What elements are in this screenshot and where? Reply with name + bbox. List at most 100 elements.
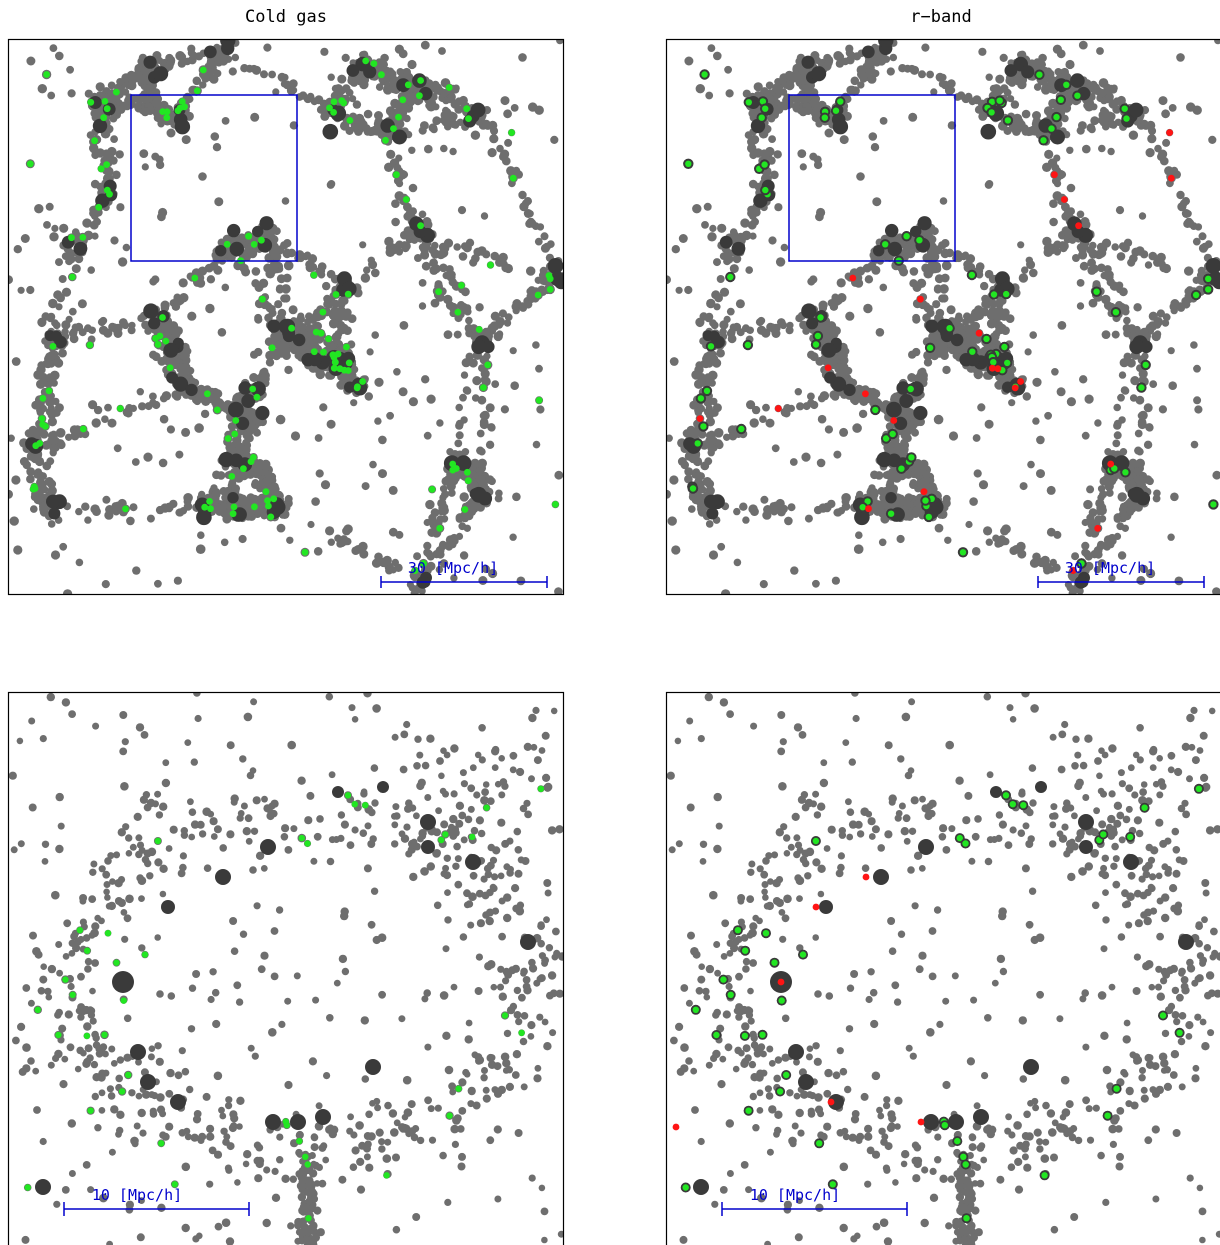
galaxy-point [204,263,214,273]
galaxy-point [1099,89,1107,97]
galaxy-point [438,542,447,551]
galaxy-point [995,74,1005,84]
green-point [353,384,361,392]
galaxy-point [251,65,262,75]
bright-galaxy-point [229,241,244,257]
galaxy-point [206,275,216,284]
galaxy-point [241,268,249,276]
galaxy-point [254,315,263,324]
galaxy-point [481,564,490,574]
galaxy-point [33,370,43,380]
galaxy-point [329,342,337,350]
galaxy-point [210,484,218,492]
galaxy-point [55,51,64,61]
galaxy-point [375,83,384,91]
galaxy-point [556,39,564,45]
galaxy-point [1036,557,1047,568]
galaxy-point [17,286,25,294]
green-point [265,502,272,510]
galaxy-point [270,482,279,491]
galaxy-point [726,329,736,338]
galaxy-point [314,434,323,442]
galaxy-point [207,56,215,64]
galaxy-point [149,392,157,401]
galaxy-point [277,72,287,82]
galaxy-point [866,393,876,404]
galaxy-point [42,461,52,471]
galaxy-point [288,305,298,315]
galaxy-point [359,79,369,90]
galaxy-point [477,246,487,256]
galaxy-point [540,232,549,241]
galaxy-point [286,536,294,544]
galaxy-point [493,331,503,342]
galaxy-point [483,121,493,130]
galaxy-point [532,440,541,449]
green-point [26,160,34,168]
galaxy-point [835,59,844,68]
galaxy-point [421,242,431,252]
galaxy-point [133,102,142,111]
bright-galaxy-point [215,245,227,257]
galaxy-point [436,419,444,427]
galaxy-point [366,348,374,356]
galaxy-point [488,477,496,486]
bright-galaxy-point [267,319,281,333]
galaxy-point [352,100,362,109]
galaxy-point [779,321,788,330]
green-point [463,105,471,113]
galaxy-point [534,237,543,246]
galaxy-point [209,74,219,84]
galaxy-point [81,502,90,511]
galaxy-point [315,469,324,478]
galaxy-point [371,268,380,278]
galaxy-point [136,388,144,396]
galaxy-point [394,191,405,201]
green-point [288,324,295,332]
galaxy-point [746,326,754,334]
galaxy-point [439,263,448,273]
galaxy-point [526,210,534,218]
green-point [224,435,232,442]
galaxy-point [398,387,408,397]
galaxy-point [260,70,268,79]
green-point [326,104,333,112]
green-point [411,567,419,574]
galaxy-point [359,241,367,249]
galaxy-point [478,364,486,372]
galaxy-point [408,183,418,193]
galaxy-point [711,290,721,300]
galaxy-point [47,91,56,100]
galaxy-point [284,365,293,375]
galaxy-point [1002,537,1010,546]
zoom-region-box [130,94,298,262]
galaxy-point [55,303,63,311]
galaxy-point [138,402,147,411]
galaxy-point [313,547,323,556]
green-point [312,328,320,336]
green-point [204,390,211,398]
galaxy-point [245,245,253,253]
galaxy-point [1061,202,1070,212]
galaxy-point [542,242,551,251]
green-point [250,241,258,248]
galaxy-point [102,495,111,504]
green-point [86,341,94,349]
green-point [331,358,339,366]
galaxy-point [989,299,998,308]
galaxy-point [347,314,357,323]
galaxy-point [1015,122,1023,130]
galaxy-point [280,294,288,303]
galaxy-point [391,217,400,227]
green-point [320,348,327,356]
galaxy-point [319,403,328,412]
galaxy-point [1117,393,1125,402]
galaxy-point [536,405,545,414]
green-point [332,291,340,298]
galaxy-point [364,392,373,401]
galaxy-point [305,324,314,333]
galaxy-point [94,108,103,117]
galaxy-point [477,395,487,405]
green-point [103,105,111,113]
galaxy-point [447,489,456,497]
